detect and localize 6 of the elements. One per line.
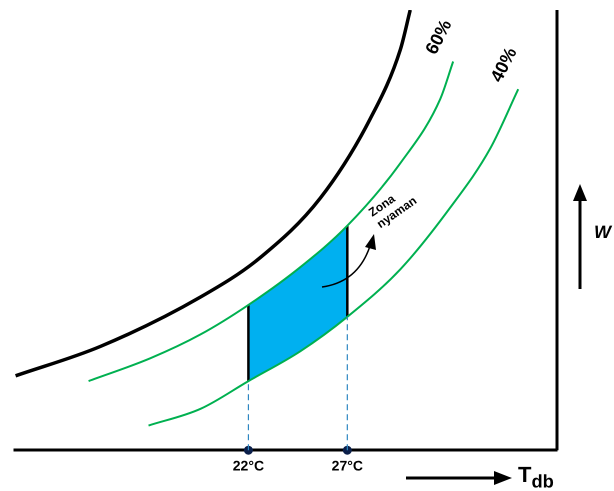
- y-axis-title: W: [594, 222, 611, 243]
- x-axis-title: T$_{db}$: [518, 462, 554, 491]
- text: 40%: [486, 44, 521, 86]
- x-tick-label: 27°C: [332, 457, 363, 474]
- text: 60%: [421, 16, 456, 58]
- x-tick-label: 22°C: [232, 457, 264, 474]
